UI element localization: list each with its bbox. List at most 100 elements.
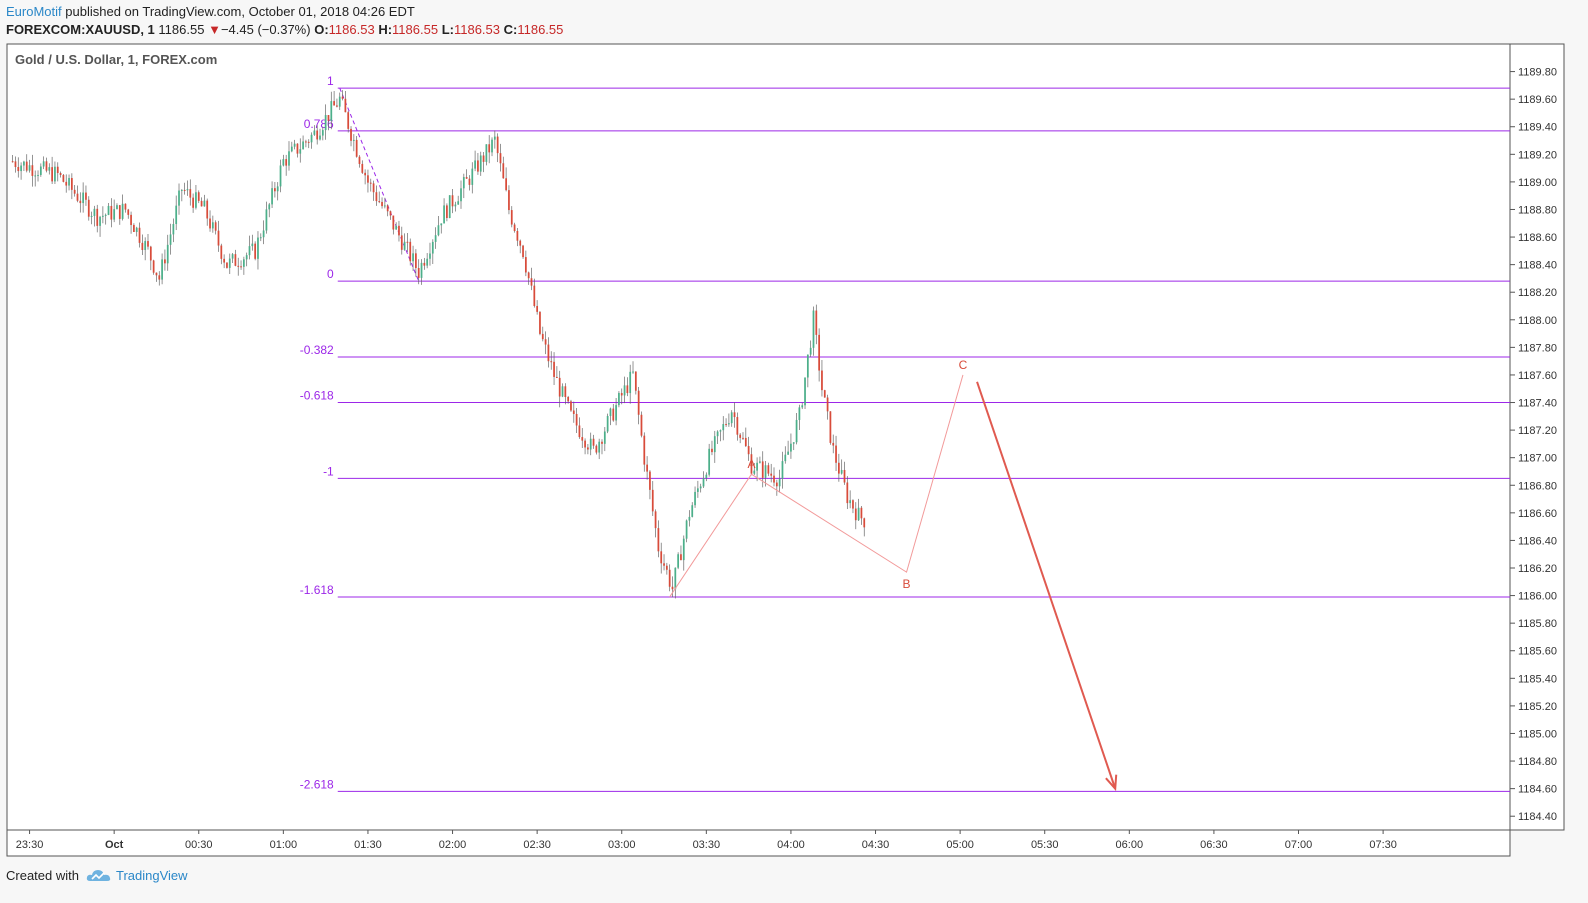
candle (93, 205, 96, 227)
candle (787, 440, 789, 455)
candle (742, 432, 744, 440)
candle (584, 438, 586, 455)
open-value: 1186.53 (328, 22, 375, 37)
candle (409, 238, 412, 266)
tradingview-cloud-icon[interactable] (86, 866, 112, 884)
candle (358, 155, 361, 168)
x-tick-label: 04:30 (862, 839, 890, 851)
candle (651, 481, 654, 516)
candle (773, 467, 775, 487)
candle (513, 222, 516, 233)
candle (25, 154, 28, 173)
candle (468, 175, 471, 191)
candle (668, 564, 671, 592)
candle (747, 436, 750, 461)
y-tick-label: 1187.80 (1518, 342, 1557, 354)
candle (161, 253, 163, 285)
candle (378, 191, 381, 204)
fib-level-label: -0.618 (300, 389, 334, 403)
y-tick-label: 1187.20 (1518, 425, 1557, 437)
publisher-link[interactable]: EuroMotif (6, 4, 62, 19)
price-chart[interactable]: Gold / U.S. Dollar, 1, FOREX.com 1189.80 1… (0, 42, 1588, 858)
candle (716, 430, 719, 445)
candle (220, 243, 223, 265)
candle (510, 206, 513, 228)
candle (299, 138, 302, 163)
candle (364, 169, 366, 185)
symbol-info: FOREXCOM:XAUUSD, 1 1186.55 ▼−4.45 (−0.37… (6, 22, 563, 37)
candle (843, 461, 846, 485)
candle (713, 430, 716, 463)
x-tick-label: 01:30 (354, 839, 382, 851)
candle (104, 213, 107, 225)
candle (310, 132, 313, 149)
candle (240, 260, 242, 270)
candle (175, 195, 178, 231)
y-tick-label: 1189.00 (1518, 177, 1557, 189)
candle (316, 125, 319, 145)
y-tick-label: 1189.80 (1518, 67, 1557, 79)
candle (195, 184, 197, 210)
candle (124, 203, 127, 213)
candle (48, 163, 51, 175)
candle (826, 394, 829, 420)
high-label: H: (378, 22, 393, 37)
candle (147, 234, 149, 250)
candle (854, 502, 857, 530)
candle (217, 220, 220, 252)
candle (561, 383, 564, 398)
candle (570, 399, 572, 412)
candle (437, 215, 440, 237)
candle (330, 91, 333, 130)
candle (135, 226, 138, 237)
x-tick-label: Oct (105, 839, 124, 851)
candle (575, 408, 578, 433)
x-tick-label: 03:30 (693, 839, 721, 851)
candle (288, 141, 290, 171)
x-tick-label: 00:30 (185, 839, 213, 851)
candle (431, 239, 434, 264)
candle (756, 457, 758, 482)
x-tick-label: 02:00 (439, 839, 467, 851)
candle (34, 170, 37, 187)
candle (245, 252, 248, 267)
candle (694, 486, 696, 508)
y-tick-label: 1185.40 (1518, 673, 1557, 685)
candle (113, 199, 116, 223)
candle (863, 517, 866, 537)
tradingview-link[interactable]: TradingView (116, 868, 188, 883)
candle (279, 159, 282, 193)
candle (544, 331, 547, 355)
low-value: 1186.53 (453, 22, 500, 37)
candle (812, 306, 815, 356)
candle (750, 447, 753, 476)
candle (815, 304, 818, 345)
candle (539, 311, 541, 336)
y-tick-label: 1186.00 (1518, 591, 1557, 603)
candle (223, 254, 226, 269)
candle (319, 128, 321, 141)
candle (691, 502, 694, 518)
candle (499, 143, 502, 172)
y-tick-label: 1185.80 (1518, 618, 1557, 630)
candle (699, 483, 702, 493)
candle (412, 245, 414, 271)
candle (857, 498, 860, 521)
candle (37, 170, 39, 182)
candle (759, 456, 761, 464)
candle (516, 227, 519, 247)
candle (860, 506, 863, 525)
candle (186, 180, 189, 196)
candle (420, 259, 423, 285)
y-tick-label: 1185.20 (1518, 701, 1557, 713)
candle (367, 169, 369, 193)
candle (118, 204, 121, 225)
candle (790, 433, 792, 459)
candle (840, 459, 843, 475)
candle (567, 395, 570, 404)
y-tick-label: 1187.60 (1518, 370, 1557, 382)
abc-pattern-line (669, 374, 964, 598)
candle (127, 208, 130, 219)
candle (587, 444, 589, 455)
candle (482, 152, 485, 173)
